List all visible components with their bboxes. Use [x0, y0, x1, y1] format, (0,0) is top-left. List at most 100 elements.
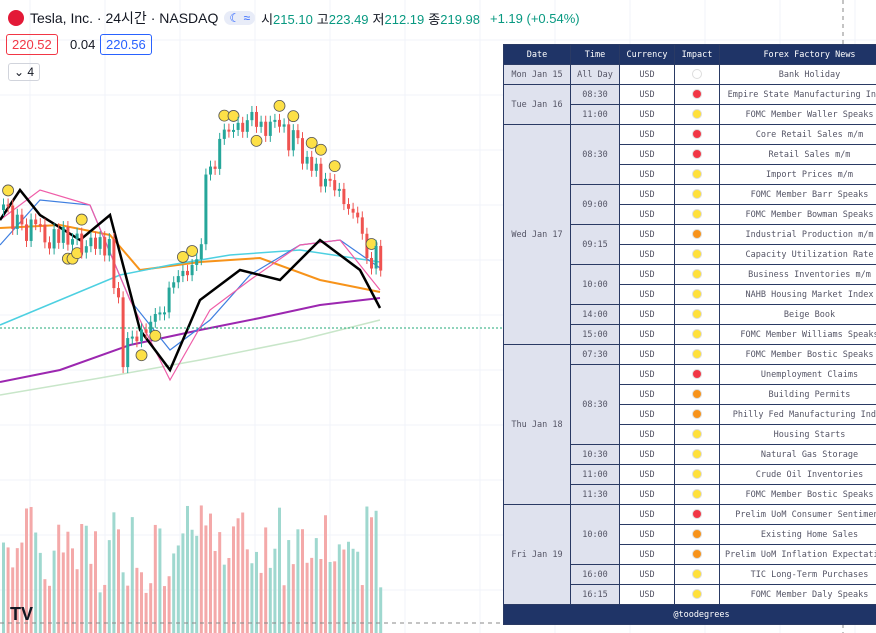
time-cell: 16:15: [570, 584, 620, 605]
impact-cell: [674, 104, 720, 125]
ma-orange: [0, 223, 381, 293]
volume-bar: [130, 517, 134, 633]
impact-dot: [692, 289, 702, 300]
time-cell: 10:30: [570, 444, 620, 465]
time-cell: 09:15: [570, 224, 620, 265]
impact-cell: [674, 84, 720, 105]
candle-body: [144, 329, 148, 333]
date-cell: Fri Jan 19: [503, 504, 571, 605]
impact-dot: [692, 309, 702, 320]
candle-body: [98, 237, 102, 249]
volume-bar: [6, 547, 10, 633]
column-header: Time: [570, 44, 620, 65]
status-pill[interactable]: ☾ ≈: [224, 11, 256, 25]
volume-bar: [34, 532, 38, 633]
volume-bar: [186, 505, 189, 633]
impact-dot: [692, 449, 702, 460]
date-cell: Wed Jan 17: [503, 124, 571, 345]
spread: 0.04: [70, 37, 96, 52]
news-cell: Import Prices m/m: [719, 164, 876, 185]
volume-bar: [158, 528, 162, 633]
candle-body: [107, 239, 111, 256]
candle-body: [181, 270, 185, 277]
event-marker: [135, 349, 148, 362]
volume-bar: [310, 557, 314, 633]
time-cell: 08:30: [570, 364, 620, 445]
impact-dot: [692, 529, 702, 540]
event-row: USD Import Prices m/m: [504, 164, 876, 185]
ohlc-label: 저: [372, 11, 385, 27]
candle-body: [213, 166, 217, 169]
currency-cell: USD: [619, 104, 675, 125]
volume-bar: [172, 553, 176, 633]
event-row: USD Building Permits: [504, 384, 876, 405]
volume-bar: [15, 548, 19, 633]
candle-body: [328, 178, 332, 181]
volume-bar: [333, 561, 337, 633]
volume-bar: [121, 572, 125, 633]
volume-bar: [89, 563, 93, 633]
candle-body: [379, 245, 383, 271]
bid[interactable]: 220.52: [6, 34, 58, 55]
currency-cell: USD: [619, 544, 675, 565]
news-cell: Natural Gas Storage: [719, 444, 876, 465]
event-marker: [328, 160, 341, 172]
time-cell: 08:30: [570, 124, 620, 185]
impact-cell: [674, 304, 720, 325]
impact-dot: [692, 589, 702, 600]
symbol-header: Tesla, Inc. · 24시간 · NASDAQ ☾ ≈ 시215.10 고…: [8, 8, 580, 28]
news-cell: Unemployment Claims: [719, 364, 876, 385]
candle-body: [130, 336, 134, 339]
impact-cell: [674, 424, 720, 445]
volume-bar: [273, 548, 277, 633]
volume-bar: [103, 584, 107, 633]
candle-body: [273, 119, 277, 122]
news-cell: FOMC Member Bowman Speaks: [719, 204, 876, 225]
candle-body: [268, 121, 272, 136]
volume-bar: [43, 579, 47, 633]
event-marker: [365, 238, 378, 250]
volume-bar: [190, 529, 194, 633]
footer: @toodegrees: [503, 604, 876, 625]
candle-body: [241, 122, 245, 132]
candle-body: [89, 237, 93, 247]
volume-bar: [153, 524, 157, 633]
news-cell: Philly Fed Manufacturing Index: [719, 404, 876, 425]
event-marker: [71, 247, 83, 260]
candle-body: [94, 237, 97, 249]
indicators-toggle[interactable]: ⌄ 4: [8, 63, 41, 81]
impact-cell: [674, 264, 720, 285]
event-row: Thu Jan 18 07:30 USD FOMC Member Bostic Spe…: [503, 344, 876, 505]
event-marker: [176, 251, 189, 263]
event-marker: [227, 110, 240, 122]
impact-cell: [674, 524, 720, 545]
candle-body: [176, 276, 180, 283]
volume-bar: [75, 569, 79, 633]
event-row: Mon Jan 15 All Day USD Bank Holiday: [503, 64, 876, 85]
currency-cell: USD: [619, 524, 675, 545]
impact-dot: [692, 249, 702, 260]
impact-cell: [674, 144, 720, 165]
ohlc-label: 고: [316, 11, 329, 27]
candle-body: [195, 259, 199, 265]
time-cell: 11:00: [570, 464, 620, 485]
time-cell: 15:00: [570, 324, 620, 345]
impact-cell: [674, 184, 720, 205]
impact-dot: [692, 149, 702, 160]
candle-body: [158, 312, 162, 315]
currency-cell: USD: [619, 204, 675, 225]
candle-body: [135, 336, 139, 342]
volume-bar: [144, 592, 148, 633]
volume-bar: [236, 518, 240, 633]
impact-dot: [692, 229, 702, 240]
candle-body: [121, 297, 125, 368]
candle-body: [75, 233, 79, 240]
volume-bar: [245, 549, 249, 633]
impact-dot: [692, 349, 702, 360]
news-cell: Core Retail Sales m/m: [719, 124, 876, 145]
candle-body: [245, 120, 249, 132]
event-marker: [186, 245, 199, 257]
ask[interactable]: 220.56: [100, 34, 152, 55]
candle-body: [296, 130, 300, 139]
